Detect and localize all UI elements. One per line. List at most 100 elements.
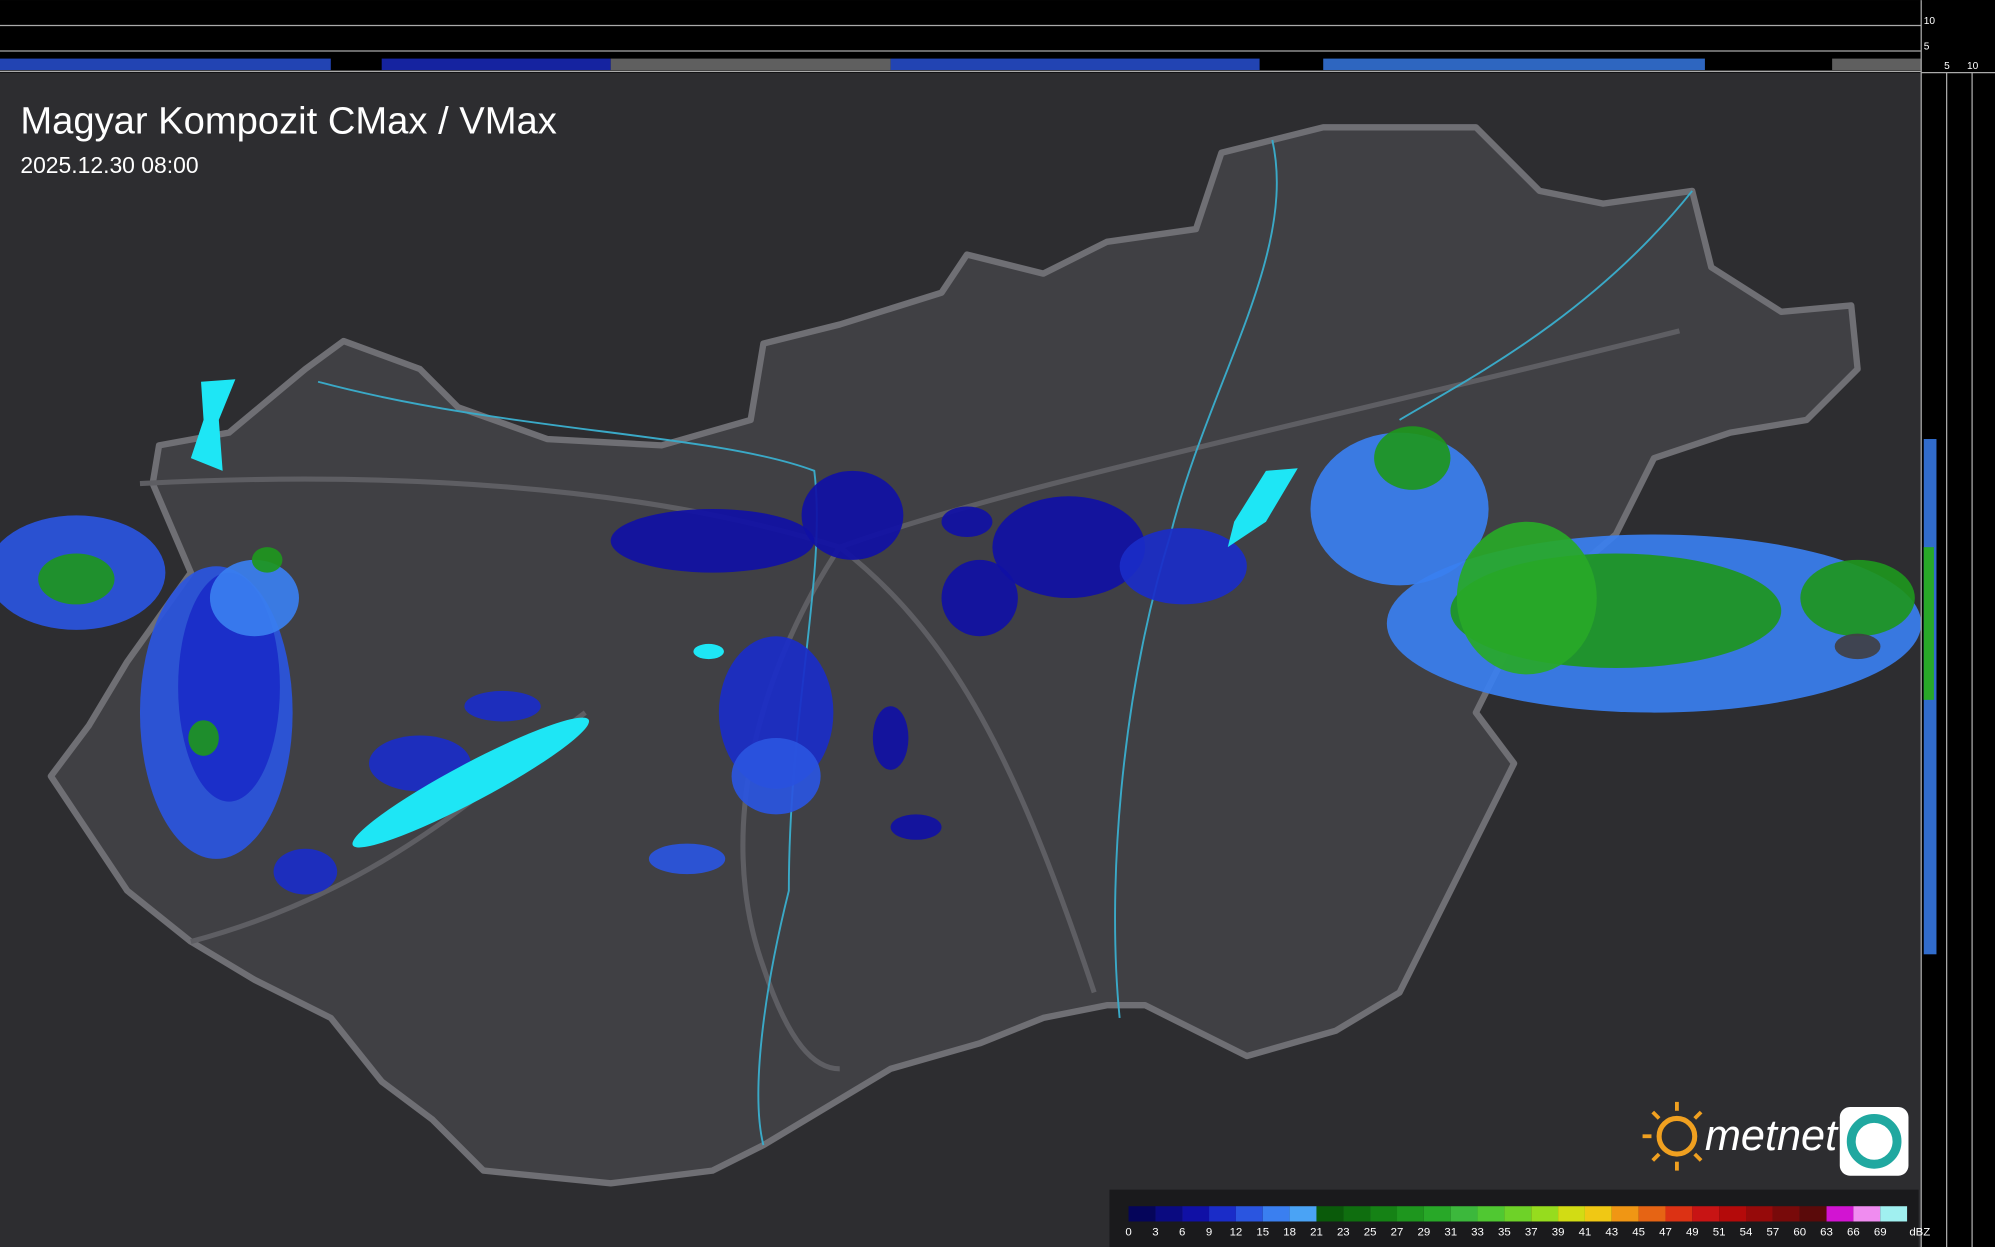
profile-tick-label: 10 — [1924, 16, 1936, 27]
legend-swatch — [1477, 1206, 1505, 1222]
legend-label: 18 — [1283, 1226, 1296, 1238]
legend-label: 37 — [1525, 1226, 1538, 1238]
lake-neusiedl — [190, 379, 236, 471]
radar-echo — [188, 720, 219, 756]
legend-label: 23 — [1337, 1226, 1350, 1238]
legend-swatch — [1531, 1206, 1559, 1222]
radar-echo — [890, 814, 942, 840]
legend-swatch — [1423, 1206, 1451, 1222]
legend-swatch — [1611, 1206, 1639, 1222]
legend-label: 41 — [1579, 1226, 1592, 1238]
top-profile-echoes — [0, 58, 1922, 71]
radar-echo — [610, 508, 815, 573]
profile-echo — [0, 58, 331, 71]
radar-echo — [251, 547, 283, 573]
legend-swatch — [1370, 1206, 1398, 1222]
legend-label: 63 — [1820, 1226, 1833, 1238]
side-echo — [1923, 547, 1934, 700]
logo-swirl — [1846, 1113, 1902, 1169]
legend: 0 3 6 9 12 15 18 21 23 25 27 29 31 33 35 37 39 41 43 45 47 49… — [1125, 1206, 1930, 1238]
legend-label: 6 — [1179, 1226, 1185, 1238]
lake-velence — [693, 643, 724, 660]
legend-label: 31 — [1444, 1226, 1457, 1238]
profile-tick-label: 5 — [1924, 42, 1930, 53]
ray — [1651, 1152, 1661, 1162]
legend-unit: dBZ — [1909, 1226, 1930, 1238]
legend-swatch — [1155, 1206, 1183, 1222]
country-outline — [47, 124, 1861, 1187]
radar-echo — [941, 506, 993, 537]
side-profile-echoes — [1923, 439, 1937, 955]
lake-balaton — [352, 717, 590, 848]
legend-swatch — [1504, 1206, 1532, 1222]
radar-echo — [1800, 559, 1915, 637]
radar-echo — [801, 470, 904, 560]
logo-text: metnet — [1705, 1112, 1839, 1160]
legend-label: 29 — [1417, 1226, 1430, 1238]
legend-swatch — [1772, 1206, 1800, 1222]
river — [317, 380, 818, 1146]
radar-echo — [1834, 633, 1881, 660]
legend-swatch — [1826, 1206, 1854, 1222]
legend-label: 49 — [1686, 1226, 1699, 1238]
legend-label: 39 — [1552, 1226, 1565, 1238]
legend-label: 45 — [1632, 1226, 1645, 1238]
legend-label: 27 — [1391, 1226, 1404, 1238]
top-profile-lines — [0, 24, 1922, 72]
legend-swatch — [1209, 1206, 1236, 1222]
legend-swatch — [1665, 1206, 1693, 1222]
radar-echoes — [0, 426, 1922, 895]
legend-swatch — [1235, 1206, 1263, 1222]
legend-swatch — [1450, 1206, 1478, 1222]
radar-echo — [464, 690, 541, 722]
profile-echo — [890, 58, 1260, 71]
profile-echo — [1832, 58, 1922, 71]
logo-sun — [1656, 1115, 1698, 1157]
legend-label: 12 — [1230, 1226, 1243, 1238]
legend-label: 66 — [1847, 1226, 1860, 1238]
radar-echo — [209, 559, 299, 637]
legend-label: 47 — [1659, 1226, 1672, 1238]
lakes — [190, 379, 1298, 848]
profile-echo — [1323, 58, 1705, 71]
road — [838, 545, 1097, 994]
radar-echo — [1374, 426, 1451, 490]
radar-echo — [38, 553, 115, 605]
lake-tisza — [1227, 468, 1298, 548]
legend-label: 21 — [1310, 1226, 1323, 1238]
legend-label: 51 — [1713, 1226, 1726, 1238]
ray — [1693, 1110, 1703, 1120]
ray — [1651, 1110, 1661, 1120]
legend-label: 3 — [1152, 1226, 1158, 1238]
legend-swatch — [1182, 1206, 1210, 1222]
legend-swatch — [1262, 1206, 1290, 1222]
legend-swatch — [1397, 1206, 1424, 1222]
legend-swatch — [1799, 1206, 1827, 1222]
legend-label: 35 — [1498, 1226, 1511, 1238]
legend-swatch — [1343, 1206, 1371, 1222]
legend-swatch — [1316, 1206, 1344, 1222]
legend-label: 43 — [1605, 1226, 1618, 1238]
legend-swatch — [1128, 1206, 1156, 1222]
radar-echo — [1456, 521, 1597, 675]
ray — [1693, 1152, 1703, 1162]
legend-swatch — [1558, 1206, 1585, 1222]
legend-swatch — [1880, 1206, 1908, 1222]
logo-rays — [1642, 1101, 1703, 1171]
logo: metnet — [1642, 1101, 1909, 1176]
legend-swatch — [1584, 1206, 1612, 1222]
timestamp: 2025.12.30 08:00 — [20, 152, 198, 178]
legend-label: 60 — [1793, 1226, 1806, 1238]
legend-label: 69 — [1874, 1226, 1887, 1238]
map-title: Magyar Kompozit CMax / VMax — [20, 100, 556, 143]
profile-tick-label: 10 — [1967, 61, 1979, 72]
radar-echo — [941, 559, 1018, 637]
road — [740, 545, 842, 1072]
profile-echo — [381, 58, 611, 71]
legend-label: 57 — [1766, 1226, 1779, 1238]
legend-label: 25 — [1364, 1226, 1377, 1238]
legend-label: 54 — [1740, 1226, 1753, 1238]
radar-echo — [273, 848, 338, 895]
